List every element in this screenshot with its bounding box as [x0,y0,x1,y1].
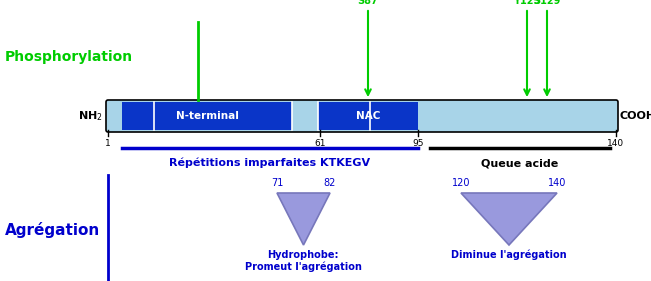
Bar [122,102,292,130]
Text: Hydrophobe:: Hydrophobe: [268,250,339,260]
Polygon shape [277,193,330,245]
Text: 140: 140 [547,178,566,188]
Polygon shape [461,193,557,245]
Text: Promeut l'agrégation: Promeut l'agrégation [245,262,361,273]
Bar [318,102,418,130]
Text: S129: S129 [533,0,561,6]
Text: NH$_2$: NH$_2$ [78,109,103,123]
Text: 71: 71 [271,178,283,188]
FancyBboxPatch shape [106,100,618,132]
Text: COOH: COOH [619,111,651,121]
Text: Phosphorylation: Phosphorylation [5,50,133,64]
Text: Agrégation: Agrégation [5,222,100,238]
Text: 120: 120 [452,178,470,188]
Text: N-terminal: N-terminal [176,111,238,121]
Text: 61: 61 [314,139,326,148]
Text: Répétitions imparfaites KTKEGV: Répétitions imparfaites KTKEGV [169,158,370,169]
Text: 95: 95 [412,139,424,148]
Text: S87: S87 [357,0,378,6]
Text: NAC: NAC [356,111,380,121]
Text: 1: 1 [105,139,111,148]
Text: 82: 82 [324,178,336,188]
Text: Y125: Y125 [514,0,540,6]
Text: Queue acide: Queue acide [481,158,559,168]
Text: 140: 140 [607,139,624,148]
Text: Diminue l'agrégation: Diminue l'agrégation [451,250,567,260]
